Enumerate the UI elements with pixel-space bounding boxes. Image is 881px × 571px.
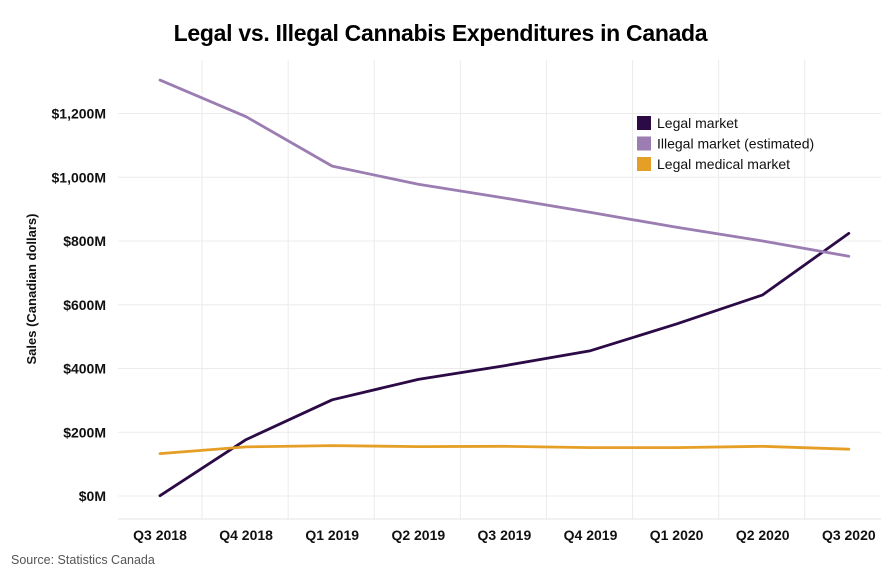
legend-swatch [637, 157, 651, 171]
legend-swatch [637, 116, 651, 130]
x-tick-label: Q4 2018 [219, 527, 273, 543]
x-tick-label: Q3 2020 [822, 527, 876, 543]
y-tick-label: $1,200M [52, 106, 106, 122]
legend-label: Illegal market (estimated) [657, 136, 814, 152]
x-tick-label: Q1 2020 [650, 527, 704, 543]
series-lines [158, 78, 851, 498]
y-axis-label: Sales (Canadian dollars) [24, 214, 39, 365]
y-tick-label: $600M [63, 297, 106, 313]
series-line-legal-medical-market [158, 444, 851, 456]
series-line-legal-market [158, 231, 851, 498]
x-tick-label: Q1 2019 [305, 527, 359, 543]
series-line-illegal-market-estimated [158, 78, 851, 258]
y-tick-label: $800M [63, 233, 106, 249]
x-axis-ticks: Q3 2018 Q4 2018 Q1 2019 Q2 2019 Q3 2019 Q4 20… [133, 527, 876, 543]
y-tick-label: $1,000M [52, 169, 106, 185]
legend-label: Legal medical market [657, 156, 790, 172]
chart-title: Legal vs. Illegal Cannabis Expenditures … [173, 20, 708, 46]
legend: Legal market Illegal market (estimated) Le… [637, 115, 814, 172]
y-tick-label: $200M [63, 424, 106, 440]
x-tick-label: Q3 2019 [478, 527, 532, 543]
legend-swatch [637, 136, 651, 151]
y-tick-label: $400M [63, 361, 106, 377]
x-tick-label: Q4 2019 [564, 527, 618, 543]
y-axis-ticks: $0M $200M $400M $600M $800M $1,000M $1,200M [52, 106, 106, 504]
x-tick-label: Q2 2019 [391, 527, 445, 543]
grid-lines [118, 60, 881, 520]
x-tick-label: Q3 2018 [133, 527, 187, 543]
y-tick-label: $0M [79, 488, 106, 504]
source-note: Source: Statistics Canada [11, 553, 155, 567]
x-tick-label: Q2 2020 [736, 527, 790, 543]
legend-label: Legal market [657, 115, 738, 131]
